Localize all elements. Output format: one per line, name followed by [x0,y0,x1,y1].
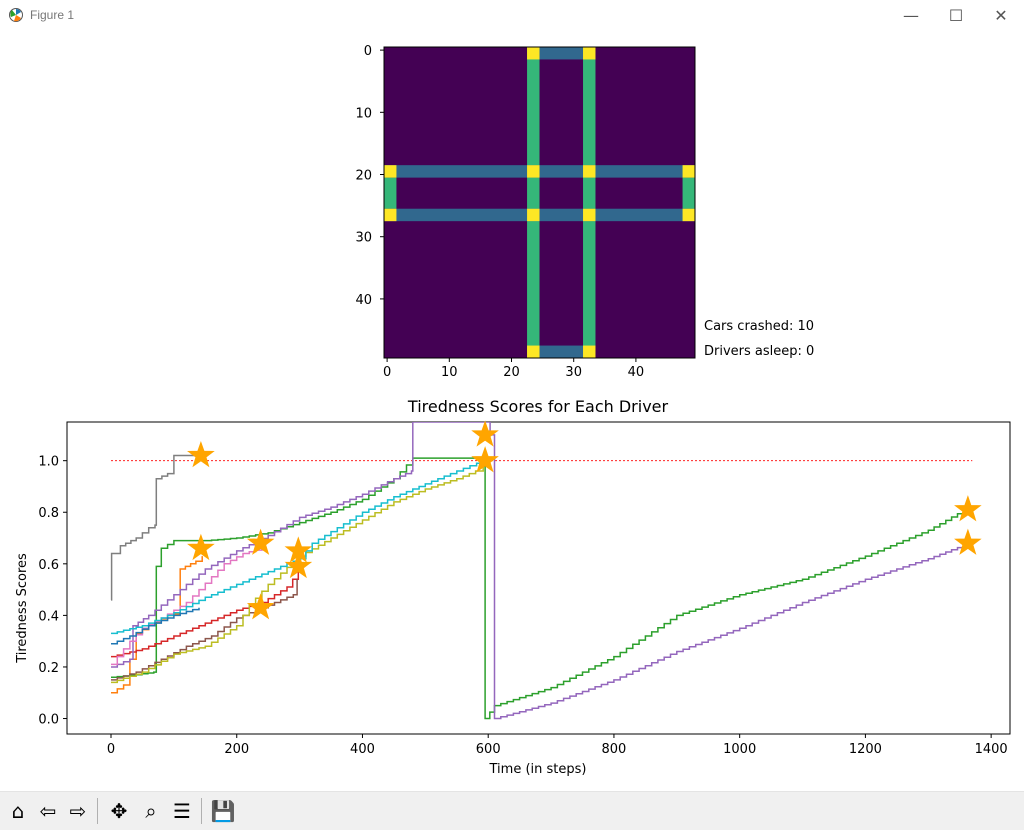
y-tick-label: 1.0 [38,455,59,470]
star-marker [471,446,499,473]
heatmap-x-tick-label: 10 [441,365,458,380]
star-marker [187,533,215,561]
road-vertical [682,177,695,209]
series-line-5 [111,422,970,720]
matplotlib-icon [9,8,23,22]
configure-subplots-icon: ☰ [173,799,191,823]
y-tick-label: 0.4 [38,609,59,624]
intersection-cell [583,345,596,358]
road-vertical [527,47,540,358]
x-tick-label: 200 [224,742,249,757]
star-marker [284,551,313,579]
window-titlebar: Figure 1 — ☐ ✕ [0,0,1024,30]
y-tick-label: 0.8 [38,506,59,521]
road-horizontal [539,47,584,60]
back-icon: ⇦ [39,799,57,823]
y-ticks: 0.0 0.2 0.4 0.6 0.8 1.0 [38,455,67,728]
forward-icon: ⇨ [69,799,87,823]
back-button[interactable]: ⇦ [34,797,62,825]
intersection-cell [583,47,596,60]
series-line-4 [111,571,300,658]
configure-subplots-button[interactable]: ☰ [168,797,196,825]
x-tick-label: 800 [602,742,627,757]
heatmap-y-tick-label: 10 [355,106,372,121]
zoom-icon: ⌕ [145,799,157,823]
pan-button[interactable]: ✥ [105,797,133,825]
heatmap-y-ticks: 0 10 20 30 40 [355,44,384,308]
figure-canvas: 0 10 20 30 40 0 10 20 30 40 Cars crashed: 10 Dri… [15,44,1011,777]
forward-button[interactable]: ⇨ [64,797,92,825]
intersection-cell [384,208,397,222]
star-marker [471,420,499,447]
intersection-cell [527,345,540,358]
zoom-button[interactable]: ⌕ [137,797,165,825]
chart-title: Tiredness Scores for Each Driver [407,397,669,416]
heatmap-x-tick-label: 30 [565,365,582,380]
road-horizontal [539,345,584,358]
x-tick-label: 1200 [849,742,882,757]
toolbar-separator [201,798,202,824]
intersection-cell [527,47,540,60]
intersection-cell [583,165,596,178]
heatmap-x-tick-label: 20 [503,365,520,380]
x-axis-label: Time (in steps) [489,762,587,777]
maximize-button[interactable]: ☐ [948,5,964,25]
home-button[interactable]: ⌂ [4,797,32,825]
star-marker [246,528,275,555]
x-tick-label: 600 [476,742,501,757]
close-button[interactable]: ✕ [994,5,1008,25]
heatmap-x-ticks: 0 10 20 30 40 [383,358,644,380]
toolbar-separator [97,798,98,824]
x-tick-label: 1000 [723,742,756,757]
cars-crashed-text: Cars crashed: 10 [704,319,814,334]
y-tick-label: 0.0 [38,713,59,728]
minimize-button[interactable]: — [903,5,919,25]
heatmap-x-tick-label: 0 [383,365,391,380]
heatmap-y-tick-label: 30 [355,231,372,246]
grid-heatmap [383,46,696,359]
star-marker [954,528,982,555]
window-title: Figure 1 [30,8,75,22]
x-tick-label: 0 [107,742,115,757]
series-line-10 [111,607,200,645]
save-button[interactable]: 💾 [209,797,237,825]
intersection-cell [527,208,540,222]
marker-group [187,420,982,620]
intersection-cell [527,165,540,178]
intersection-cell [583,208,596,222]
star-marker [187,440,215,468]
drivers-asleep-text: Drivers asleep: 0 [704,344,814,359]
road-vertical [583,47,596,358]
y-tick-label: 0.6 [38,558,59,573]
plot-area [66,421,1011,735]
x-tick-label: 1400 [975,742,1008,757]
road-vertical [384,177,397,209]
x-ticks: 0 200 400 600 800 1000 1200 1400 [107,734,1008,757]
intersection-cell [384,165,397,178]
star-marker [954,495,982,522]
intersection-cell [682,165,695,178]
intersection-cell [682,208,695,222]
x-tick-label: 400 [350,742,375,757]
heatmap-y-tick-label: 20 [355,169,372,184]
heatmap-x-tick-label: 40 [628,365,645,380]
series-line-1 [110,454,199,601]
save-icon: 💾 [210,799,236,823]
heatmap-y-tick-label: 40 [355,293,372,308]
y-tick-label: 0.2 [38,661,59,676]
y-axis-label: Tiredness Scores [15,553,30,664]
navigation-toolbar: ⌂ ⇦ ⇨ ✥ ⌕ ☰ 💾 [0,791,1024,830]
star-marker [246,593,275,620]
pan-icon: ✥ [110,799,128,823]
heatmap-y-tick-label: 0 [364,44,372,59]
home-icon: ⌂ [11,799,25,823]
